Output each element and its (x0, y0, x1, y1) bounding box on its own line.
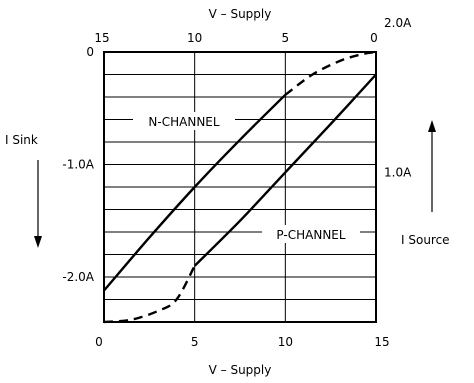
n-channel-curve-solid (103, 93, 287, 292)
x-top-tick-label: 0 (370, 31, 378, 45)
sink-direction-arrow (34, 160, 42, 248)
p-channel-label: P-CHANNEL (276, 228, 345, 242)
n-channel-curve-dashed (284, 50, 377, 96)
plot-frame (103, 51, 377, 323)
x-bottom-tick-label: 10 (278, 335, 293, 349)
p-channel-curve-dashed (103, 265, 196, 324)
x-top-axis-label: V – Supply (209, 7, 272, 21)
y-right-axis-label: I Source (401, 233, 450, 247)
y-left-tick-label: -2.0A (62, 270, 94, 284)
x-top-tick-label: 15 (94, 31, 109, 45)
p-channel-label-background (262, 225, 360, 243)
y-left-tick-label: -1.0A (62, 158, 94, 172)
n-channel-label-background (133, 112, 235, 130)
x-bottom-tick-label: 0 (95, 335, 103, 349)
y-right-tick-label: 2.0A (384, 16, 412, 30)
source-direction-arrow (428, 120, 436, 212)
y-left-axis-label: I Sink (5, 133, 38, 147)
x-top-tick-label: 5 (282, 31, 290, 45)
curves (103, 50, 377, 324)
tick-labels: 0 5 10 15 15 10 5 0 0 -1.0A -2.0A 2.0A 1.0A (62, 16, 412, 349)
x-bottom-tick-label: 5 (191, 335, 199, 349)
p-channel-curve-solid (193, 73, 377, 267)
n-channel-label: N-CHANNEL (148, 115, 219, 129)
x-top-tick-label: 10 (187, 31, 202, 45)
y-left-tick-label: 0 (86, 45, 94, 59)
y-right-tick-label: 1.0A (384, 165, 412, 179)
x-bottom-axis-label: V – Supply (209, 363, 272, 377)
grid-lines (104, 52, 376, 322)
x-bottom-tick-label: 15 (374, 335, 389, 349)
